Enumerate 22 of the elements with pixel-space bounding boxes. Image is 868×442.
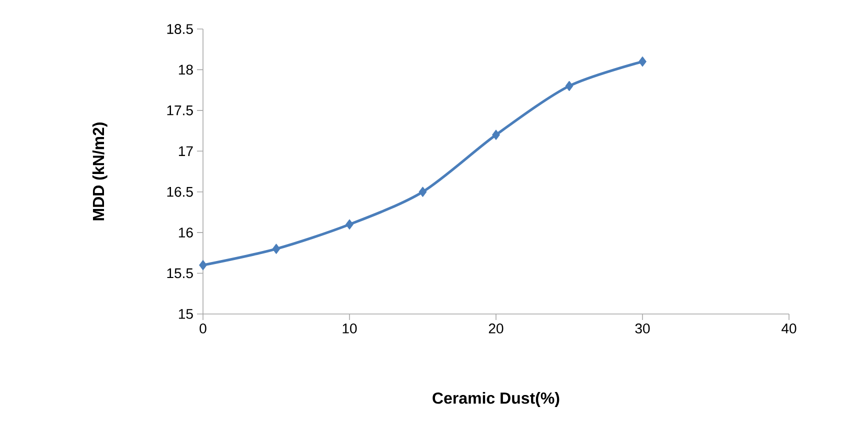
x-tick-label: 20 <box>488 324 504 334</box>
point <box>565 80 574 92</box>
y-tick-label: 18 <box>178 64 193 75</box>
point <box>272 244 280 254</box>
point <box>199 260 207 270</box>
point <box>638 56 646 67</box>
point <box>492 130 500 140</box>
y-tick-label: 15 <box>178 309 193 319</box>
y-tick-label: 17.5 <box>167 106 193 116</box>
y-tick-label: 15.5 <box>167 268 193 278</box>
x-axis-title: Ceramic Dust(%) <box>432 392 560 407</box>
point <box>346 219 354 230</box>
y-tick-label: 16.5 <box>167 186 193 197</box>
x-tick-label: 0 <box>200 324 206 334</box>
y-tick-label: 17 <box>178 146 193 156</box>
y-axis-title: MDD (kN/m2) <box>92 122 108 220</box>
x-tick-label: 30 <box>635 324 650 334</box>
point <box>418 186 427 198</box>
x-tick-label: 40 <box>782 324 796 334</box>
x-tick-label: 10 <box>342 324 357 334</box>
y-tick-label: 18.5 <box>167 24 193 34</box>
y-tick-label: 16 <box>178 228 193 238</box>
